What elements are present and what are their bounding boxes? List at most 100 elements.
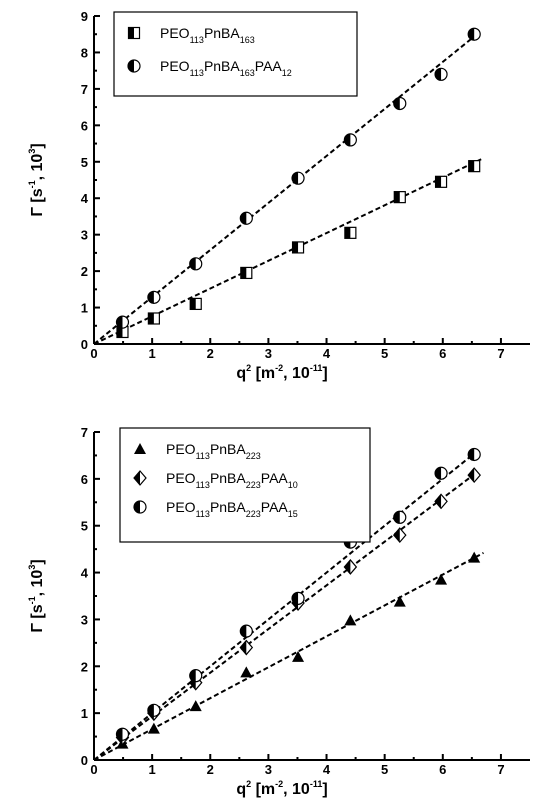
- x-tick-label: 4: [323, 762, 331, 777]
- legend-label-part: PAA: [261, 499, 289, 515]
- y-tick-label: 0: [81, 753, 88, 768]
- y-axis-title-end: ]: [29, 143, 46, 148]
- data-point: [468, 551, 481, 563]
- legend-label-part: PEO: [160, 25, 190, 41]
- y-tick-label: 2: [81, 659, 88, 674]
- data-point: [435, 573, 448, 585]
- legend-label-part: PAA: [255, 58, 283, 74]
- data-point-fill: [189, 669, 196, 682]
- legend-label-subscript: 113: [196, 451, 210, 461]
- legend-label-subscript: 113: [196, 509, 210, 519]
- y-tick-label: 6: [81, 118, 88, 133]
- y-axis-title: Γ [s-1, 103]: [27, 559, 46, 632]
- y-tick-label: 8: [81, 45, 88, 60]
- y-tick-label: 7: [81, 82, 88, 97]
- legend-marker-fill: [128, 60, 134, 72]
- legend-label-part: PEO: [166, 470, 196, 486]
- data-point-fill: [393, 97, 400, 110]
- data-point-fill: [240, 625, 247, 638]
- data-point-fill: [393, 528, 400, 543]
- y-tick-label: 1: [81, 301, 88, 316]
- x-axis-title: q2 [m-2, 10-11]: [236, 779, 327, 798]
- x-tick-label: 0: [90, 346, 97, 361]
- legend-label-part: PEO: [166, 499, 196, 515]
- x-tick-label: 5: [381, 762, 388, 777]
- data-point-fill: [344, 133, 351, 146]
- legend-box: [113, 11, 358, 97]
- data-point-fill: [468, 160, 475, 172]
- data-point: [147, 722, 160, 734]
- x-tick-label: 2: [207, 762, 214, 777]
- legend-label: PEO113PnBA223PAA10: [166, 470, 298, 490]
- data-point-fill: [240, 640, 247, 655]
- y-tick-label: 3: [81, 228, 88, 243]
- legend-label-subscript: 15: [288, 509, 298, 519]
- legend-label-subscript: 113: [190, 35, 204, 45]
- fit-line-series-1: [93, 552, 484, 761]
- x-tick-label: 3: [265, 762, 272, 777]
- data-point-fill: [435, 68, 442, 81]
- legend-label-subscript: 223: [246, 451, 261, 461]
- legend-label-subscript: 113: [190, 68, 204, 78]
- legend-label-part: PnBA: [210, 499, 246, 515]
- data-point: [240, 666, 253, 678]
- legend-marker-fill: [134, 501, 140, 513]
- data-point-fill: [344, 559, 351, 574]
- legend-label: PEO113PnBA223: [166, 441, 261, 461]
- x-axis-title-sup1: 2: [246, 779, 251, 789]
- legend-label-subscript: 163: [240, 35, 255, 45]
- data-point-fill: [292, 172, 299, 185]
- y-axis-title-ten: 10: [29, 154, 46, 172]
- x-axis-title-mid: [m: [251, 365, 275, 382]
- x-axis-title: q2 [m-2, 10-11]: [236, 363, 327, 382]
- y-tick-label: 4: [81, 191, 89, 206]
- x-axis-title-end: ]: [322, 365, 327, 382]
- data-point-fill: [116, 316, 123, 329]
- x-axis-title-sup3: -11: [310, 363, 323, 373]
- data-point-fill: [435, 494, 442, 509]
- data-point-fill: [190, 298, 196, 310]
- data-point-fill: [393, 511, 400, 524]
- y-axis-title-pre: Γ [s: [29, 188, 46, 216]
- legend-label: PEO113PnBA163PAA12: [160, 58, 292, 78]
- x-axis-title-base: q: [236, 365, 246, 382]
- data-point-fill: [116, 326, 123, 338]
- data-point-fill: [394, 191, 400, 203]
- y-tick-label: 1: [81, 706, 88, 721]
- data-point-fill: [435, 176, 442, 188]
- legend-marker-fill: [134, 471, 140, 485]
- y-axis-title-end: ]: [29, 559, 46, 564]
- x-axis-title-sup3: -11: [310, 779, 323, 789]
- x-tick-label: 7: [497, 762, 504, 777]
- data-point: [189, 700, 202, 712]
- y-axis-title-sup2: 3: [27, 565, 37, 570]
- data-point: [393, 595, 406, 607]
- series-1: [116, 160, 481, 339]
- legend-label: PEO113PnBA163: [160, 25, 255, 45]
- x-axis-title-end: ]: [322, 781, 327, 798]
- data-point-fill: [116, 728, 123, 741]
- data-point-fill: [468, 28, 475, 41]
- x-tick-label: 4: [323, 346, 331, 361]
- y-axis-title: Γ [s-1, 103]: [27, 143, 46, 216]
- x-tick-label: 6: [439, 762, 446, 777]
- x-tick-label: 7: [497, 346, 504, 361]
- series-1: [116, 551, 481, 749]
- x-axis-title-ten: 10: [292, 365, 310, 382]
- data-point-fill: [468, 468, 475, 483]
- x-tick-label: 1: [149, 762, 156, 777]
- legend-box: [119, 427, 371, 543]
- legend-label-part: PnBA: [204, 25, 240, 41]
- data-point-fill: [147, 704, 154, 717]
- data-point-fill: [148, 312, 154, 324]
- x-axis-title-sep: ,: [283, 781, 292, 798]
- data-point: [344, 614, 357, 626]
- legend-label-subscript: 163: [240, 68, 255, 78]
- legend: PEO113PnBA223PEO113PnBA223PAA10PEO113PnB…: [119, 427, 371, 543]
- legend-label-part: PnBA: [210, 470, 246, 486]
- y-axis-title-ten: 10: [29, 570, 46, 588]
- legend-label-subscript: 10: [288, 480, 298, 490]
- y-axis-title-sup2: 3: [27, 149, 37, 154]
- legend-label-part: PnBA: [210, 441, 246, 457]
